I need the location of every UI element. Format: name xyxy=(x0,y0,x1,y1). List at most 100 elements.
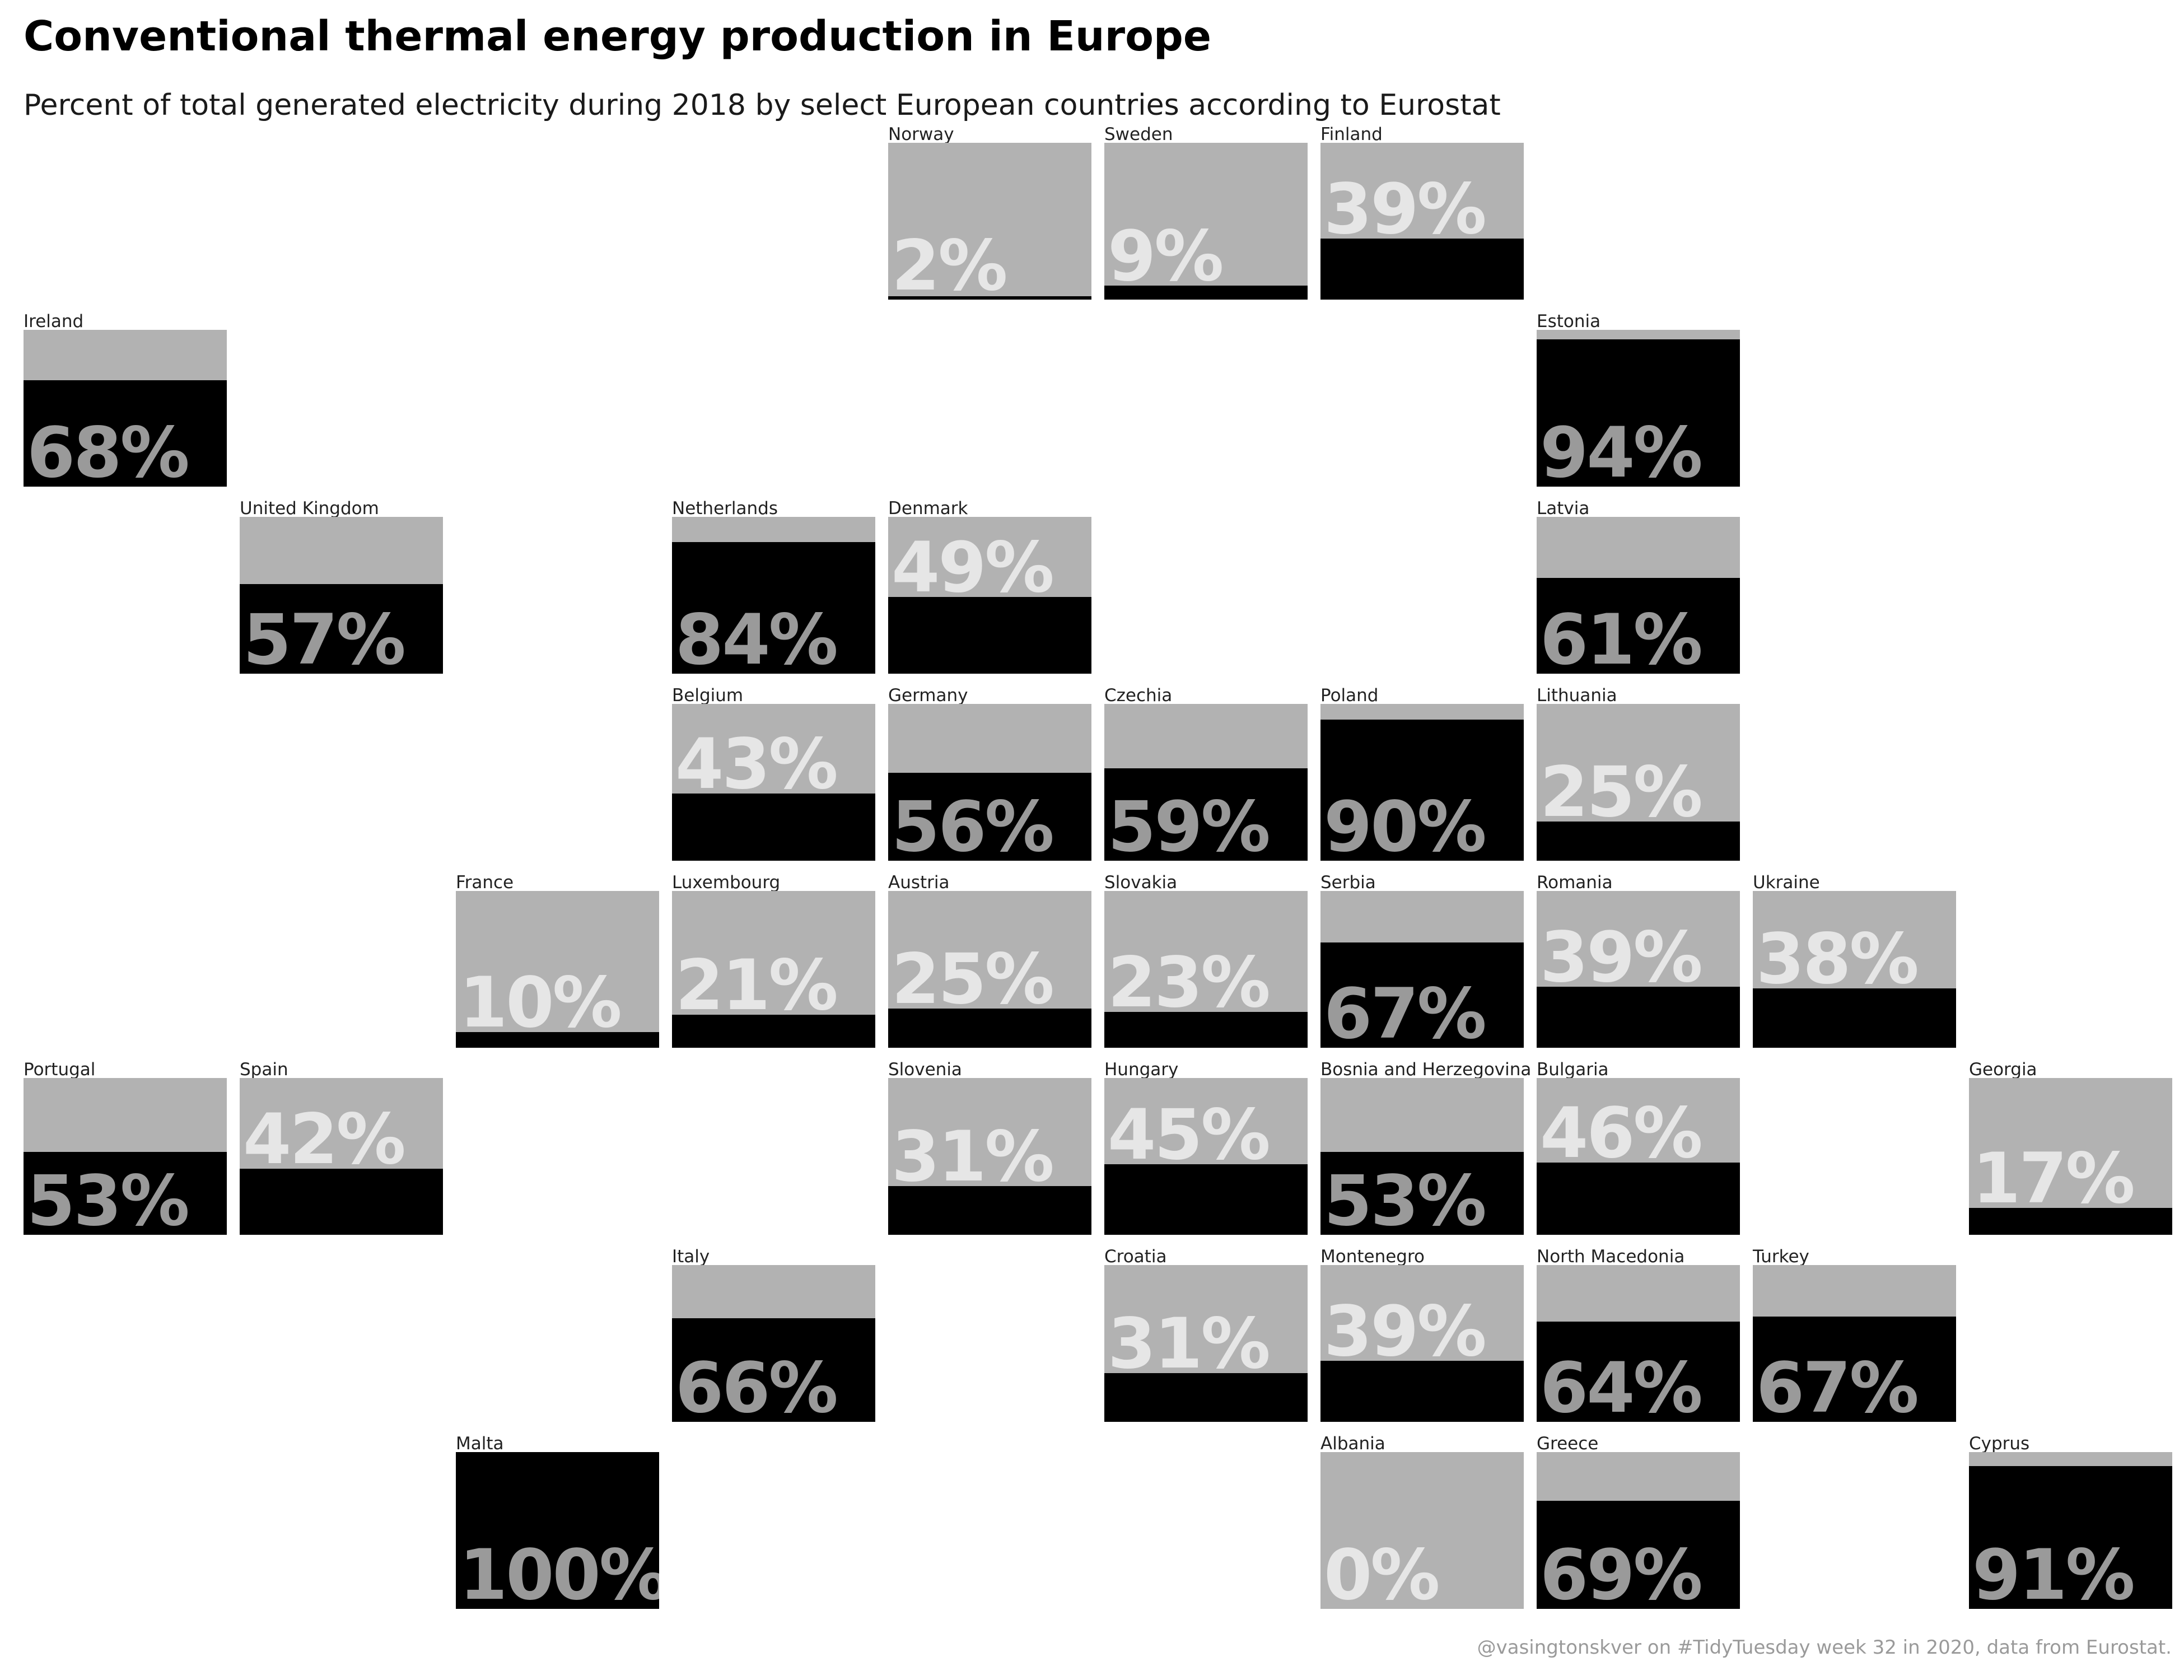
country-tile: 84% xyxy=(672,517,875,674)
thermal-share-bar xyxy=(1753,1317,1956,1422)
country-tile: 43% xyxy=(672,704,875,861)
percent-label: 31% xyxy=(892,1117,1054,1198)
country-label: Malta xyxy=(456,1434,504,1454)
thermal-share-bar xyxy=(672,1318,875,1422)
thermal-share-bar xyxy=(1969,1208,2172,1235)
country-tile: 23% xyxy=(1104,891,1308,1048)
country-tile: 25% xyxy=(888,891,1091,1048)
percent-label: 49% xyxy=(892,527,1054,608)
country-tile: 66% xyxy=(672,1265,875,1422)
thermal-share-bar xyxy=(672,793,875,861)
percent-label: 31% xyxy=(1108,1304,1271,1385)
percent-label: 64% xyxy=(1540,1348,1703,1422)
country-label: Luxembourg xyxy=(672,872,781,893)
country-label: Slovenia xyxy=(888,1060,962,1080)
country-tile: 39% xyxy=(1320,143,1524,300)
percent-label: 23% xyxy=(1108,942,1271,1023)
thermal-share-bar xyxy=(1320,720,1524,861)
thermal-share-bar xyxy=(888,773,1091,861)
percent-label: 94% xyxy=(1540,413,1703,487)
thermal-share-bar xyxy=(456,1032,659,1048)
percent-label: 0% xyxy=(1324,1535,1440,1609)
country-tile: 38% xyxy=(1753,891,1956,1048)
country-tile: 0% xyxy=(1320,1452,1524,1609)
thermal-share-bar xyxy=(24,1151,227,1235)
country-tile: 100% xyxy=(456,1452,659,1609)
country-label: Lithuania xyxy=(1537,685,1617,706)
country-label: Hungary xyxy=(1104,1060,1179,1080)
percent-label: 56% xyxy=(892,787,1054,861)
thermal-share-bar xyxy=(1537,339,1740,487)
country-label: Slovakia xyxy=(1104,872,1178,893)
thermal-share-bar xyxy=(240,1169,443,1235)
percent-label: 69% xyxy=(1540,1535,1703,1609)
percent-label: 39% xyxy=(1540,917,1703,998)
country-tile: 45% xyxy=(1104,1078,1308,1235)
thermal-share-bar xyxy=(1320,1360,1524,1422)
percent-label: 38% xyxy=(1756,918,1919,1000)
country-label: Cyprus xyxy=(1969,1434,2030,1454)
thermal-share-bar xyxy=(1537,1500,1740,1609)
thermal-share-bar xyxy=(672,1015,875,1048)
chart-subtitle: Percent of total generated electricity d… xyxy=(24,88,1501,122)
percent-label: 39% xyxy=(1324,169,1487,250)
percent-label: 43% xyxy=(675,724,838,805)
thermal-share-bar xyxy=(240,584,443,674)
country-label: Latvia xyxy=(1537,498,1590,519)
country-tile: 53% xyxy=(24,1078,227,1235)
country-label: Ukraine xyxy=(1753,872,1820,893)
country-tile: 10% xyxy=(456,891,659,1048)
country-label: Germany xyxy=(888,685,968,706)
percent-label: 100% xyxy=(459,1535,659,1609)
country-label: Austria xyxy=(888,872,950,893)
thermal-share-bar xyxy=(888,296,1091,300)
country-tile: 56% xyxy=(888,704,1091,861)
country-label: Serbia xyxy=(1320,872,1376,893)
country-label: Sweden xyxy=(1104,124,1173,144)
country-tile: 42% xyxy=(240,1078,443,1235)
percent-label: 90% xyxy=(1324,787,1487,861)
percent-label: 46% xyxy=(1540,1093,1703,1174)
country-tile: 46% xyxy=(1537,1078,1740,1235)
country-label: Bulgaria xyxy=(1537,1060,1609,1080)
percent-label: 2% xyxy=(892,226,1008,300)
country-label: United Kingdom xyxy=(240,498,379,519)
percent-label: 66% xyxy=(675,1348,838,1422)
country-label: Netherlands xyxy=(672,498,778,519)
country-tile: 39% xyxy=(1320,1265,1524,1422)
country-tile: 57% xyxy=(240,517,443,674)
percent-label: 53% xyxy=(27,1161,190,1235)
country-label: Belgium xyxy=(672,685,744,706)
thermal-share-bar xyxy=(1104,768,1308,861)
country-label: Norway xyxy=(888,124,954,144)
country-tile: 69% xyxy=(1537,1452,1740,1609)
thermal-share-bar xyxy=(1537,578,1740,674)
thermal-share-bar xyxy=(456,1452,659,1609)
country-label: Czechia xyxy=(1104,685,1173,706)
percent-label: 53% xyxy=(1324,1161,1487,1235)
country-tile: 25% xyxy=(1537,704,1740,861)
country-label: Turkey xyxy=(1753,1247,1809,1267)
country-label: Portugal xyxy=(24,1060,96,1080)
country-tile: 31% xyxy=(1104,1265,1308,1422)
percent-label: 9% xyxy=(1108,216,1224,297)
country-label: Italy xyxy=(672,1247,710,1267)
percent-label: 21% xyxy=(675,945,838,1026)
percent-label: 67% xyxy=(1756,1348,1919,1422)
percent-label: 45% xyxy=(1108,1095,1271,1175)
percent-label: 25% xyxy=(1540,752,1703,833)
country-label: France xyxy=(456,872,514,893)
thermal-share-bar xyxy=(1537,986,1740,1048)
country-label: North Macedonia xyxy=(1537,1247,1685,1267)
country-label: Greece xyxy=(1537,1434,1599,1454)
country-tile: 31% xyxy=(888,1078,1091,1235)
country-tile: 91% xyxy=(1969,1452,2172,1609)
country-tile: 94% xyxy=(1537,330,1740,487)
country-tile: 17% xyxy=(1969,1078,2172,1235)
country-tile: 67% xyxy=(1320,891,1524,1048)
percent-label: 61% xyxy=(1540,600,1703,674)
thermal-share-bar xyxy=(888,596,1091,674)
country-label: Finland xyxy=(1320,124,1383,144)
country-tile: 67% xyxy=(1753,1265,1956,1422)
percent-label: 39% xyxy=(1324,1291,1487,1372)
